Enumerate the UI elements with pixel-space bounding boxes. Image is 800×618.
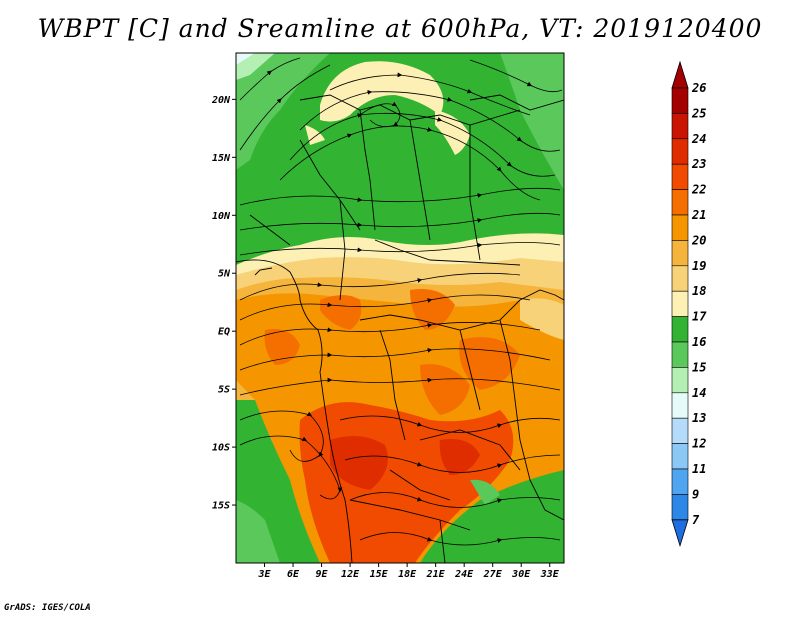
colorbar-label: 18 xyxy=(692,284,706,298)
field-17-se xyxy=(515,470,564,563)
colorbar-swatch xyxy=(671,113,689,140)
colorbar-swatch xyxy=(671,341,689,368)
colorbar-label: 9 xyxy=(692,487,699,501)
colorbar-label: 19 xyxy=(692,259,706,273)
colorbar-top-arrow xyxy=(671,60,689,89)
colorbar-swatch xyxy=(671,138,689,165)
lat-tick-label: 20N xyxy=(211,95,231,106)
lon-tick-label: 24E xyxy=(454,569,474,580)
lon-tick-label: 3E xyxy=(257,569,271,580)
colorbar-swatch xyxy=(671,443,689,470)
colorbar-label: 21 xyxy=(691,208,706,222)
field-16-sw xyxy=(236,500,280,563)
colorbar-label: 20 xyxy=(691,233,706,247)
colorbar-swatch xyxy=(671,240,689,267)
streamlines xyxy=(239,57,563,546)
lat-tick-label: 5N xyxy=(218,269,231,280)
field-16-nw xyxy=(236,53,330,170)
colorbar-swatch xyxy=(671,392,689,419)
colorbar-label: 17 xyxy=(692,310,707,324)
latitude-axis: 20N 15N 10N 5N EQ 5S 10S 15S xyxy=(211,95,236,512)
lon-tick-label: 6E xyxy=(287,569,300,580)
field-22-e xyxy=(420,364,470,415)
colorbar-label: 24 xyxy=(691,132,706,146)
lon-tick-label: 30E xyxy=(511,569,531,580)
colorbar-swatch xyxy=(671,189,689,216)
colorbar-label: 15 xyxy=(692,360,706,374)
colorbar-swatch xyxy=(671,417,689,444)
colorbar-bottom-arrow xyxy=(671,519,689,548)
chart-title: WBPT [C] and Sreamline at 600hPa, VT: 20… xyxy=(37,14,763,43)
lat-tick-label: 15N xyxy=(212,153,231,164)
lon-tick-label: 21E xyxy=(426,569,446,580)
lat-tick-label: 10S xyxy=(212,443,230,454)
colorbar-swatch xyxy=(671,468,689,495)
colorbar-label: 16 xyxy=(692,335,706,349)
colorbar-label: 11 xyxy=(692,462,706,476)
colorbar: 26 25 24 23 22 21 20 19 18 17 16 15 14 13 12 11 9 7 xyxy=(671,60,707,548)
longitude-axis: 3E 6E 9E 12E 15E 18E 21E 24E 27E 30E 33E xyxy=(257,563,560,580)
lat-tick-label: EQ xyxy=(218,327,230,338)
field-24-a xyxy=(330,436,388,490)
wbpt-field xyxy=(236,53,564,563)
lon-tick-label: 33E xyxy=(540,569,560,580)
colorbar-swatch xyxy=(671,367,689,394)
colorbar-swatch xyxy=(671,265,689,292)
lat-tick-label: 10N xyxy=(212,211,231,222)
field-22-d xyxy=(459,337,520,390)
colorbar-label: 13 xyxy=(692,411,706,425)
colorbar-label: 26 xyxy=(691,81,706,95)
lon-tick-label: 15E xyxy=(370,569,389,580)
field-22-c xyxy=(264,329,300,365)
lon-tick-label: 12E xyxy=(341,569,360,580)
colorbar-swatch xyxy=(671,316,689,343)
lon-tick-label: 9E xyxy=(316,569,329,580)
map-frame xyxy=(235,52,565,564)
lon-tick-label: 18E xyxy=(398,569,417,580)
field-19-east xyxy=(520,298,564,340)
lat-tick-label: 5S xyxy=(218,385,230,396)
colorbar-label: 14 xyxy=(692,386,706,400)
colorbar-label: 22 xyxy=(691,183,706,197)
colorbar-label: 23 xyxy=(691,157,706,171)
colorbar-label: 25 xyxy=(691,106,706,120)
colorbar-swatch xyxy=(671,87,689,114)
lon-tick-label: 27E xyxy=(483,569,503,580)
colorbar-swatch xyxy=(671,163,689,190)
colorbar-swatch xyxy=(671,290,689,317)
field-14-corner xyxy=(236,53,255,65)
grads-credit: GrADS: IGES/COLA xyxy=(4,603,91,613)
field-16-ne xyxy=(500,53,564,190)
colorbar-swatch xyxy=(671,494,689,521)
colorbar-swatch xyxy=(671,214,689,241)
field-15-nw xyxy=(236,53,275,80)
colorbar-label: 12 xyxy=(692,437,706,451)
colorbar-label: 7 xyxy=(692,513,700,527)
lat-tick-label: 15S xyxy=(212,501,230,512)
